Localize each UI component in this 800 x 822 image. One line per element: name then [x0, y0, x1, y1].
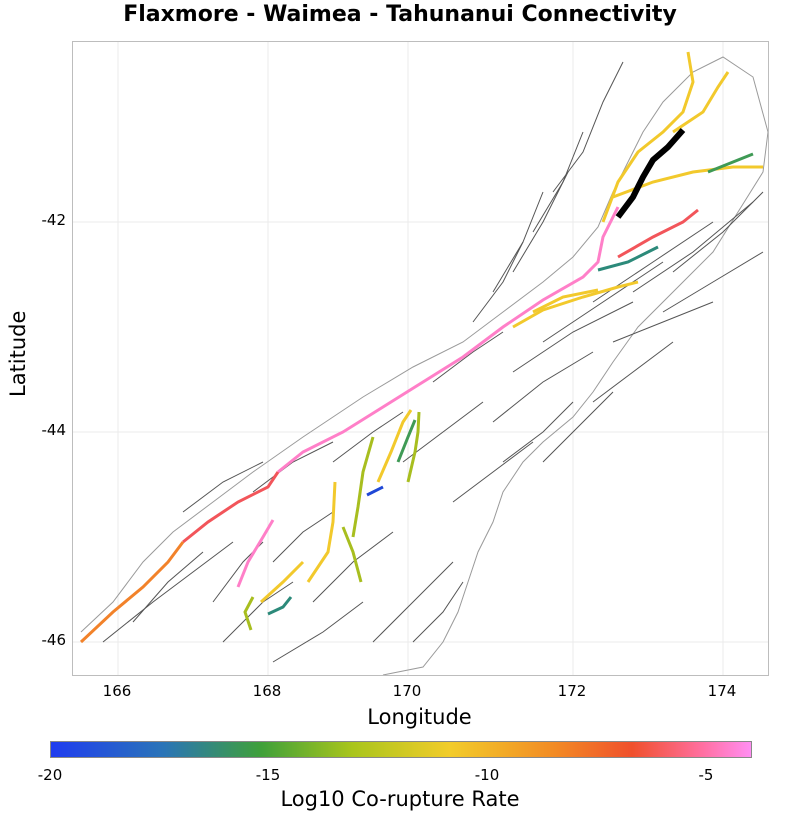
x-tick-label: 172	[557, 682, 587, 700]
y-axis-label: Latitude	[6, 310, 30, 397]
background-faults	[102, 61, 764, 663]
y-tick-label: -42	[41, 211, 67, 229]
fault-yellow-canterbury	[532, 288, 599, 314]
y-tick-label: -44	[41, 421, 67, 439]
fault-teal-hope	[597, 245, 659, 272]
y-tick-label: -46	[41, 631, 67, 649]
map-panel	[72, 41, 769, 676]
x-tick-label: 174	[707, 682, 737, 700]
fault-olive-south-1	[341, 526, 363, 583]
colorbar-tick: -20	[37, 766, 63, 784]
fault-teal-south	[267, 596, 293, 616]
colorbar-label: Log10 Co-rupture Rate	[280, 787, 520, 811]
fault-yellow-central-2	[376, 409, 413, 483]
chart-title: Flaxmore - Waimea - Tahunanui Connectivi…	[123, 2, 677, 27]
fault-green-east	[396, 419, 417, 463]
colorbar	[50, 741, 752, 758]
coastline	[80, 56, 768, 675]
fault-yellow-central-1	[306, 481, 337, 583]
x-axis-label: Longitude	[367, 705, 472, 729]
fault-olive-east	[406, 411, 421, 483]
fault-flaxmore-black	[615, 128, 686, 219]
fault-green-wairau	[707, 152, 754, 174]
fault-southern-red	[182, 471, 280, 544]
colorbar-tick: -10	[474, 766, 500, 784]
x-tick-label: 170	[392, 682, 422, 700]
fault-east-red	[617, 208, 699, 259]
grid-lines	[73, 42, 768, 675]
fault-blue	[366, 485, 384, 497]
x-tick-label: 166	[102, 682, 132, 700]
fault-pink-branch	[236, 519, 275, 588]
fault-southwest-orange	[79, 541, 185, 644]
fault-yellow-north	[601, 51, 695, 223]
map-svg	[73, 42, 768, 675]
fault-olive-central	[351, 436, 375, 538]
fault-yellow-northeast	[672, 71, 730, 134]
fault-alpine-pink	[277, 206, 620, 474]
colorbar-tick: -15	[255, 766, 281, 784]
fault-yellow-south	[259, 560, 305, 604]
fault-olive-south-2	[243, 596, 255, 631]
x-tick-label: 168	[252, 682, 282, 700]
fault-yellow-hope	[512, 280, 639, 329]
colorbar-tick: -5	[698, 766, 714, 784]
